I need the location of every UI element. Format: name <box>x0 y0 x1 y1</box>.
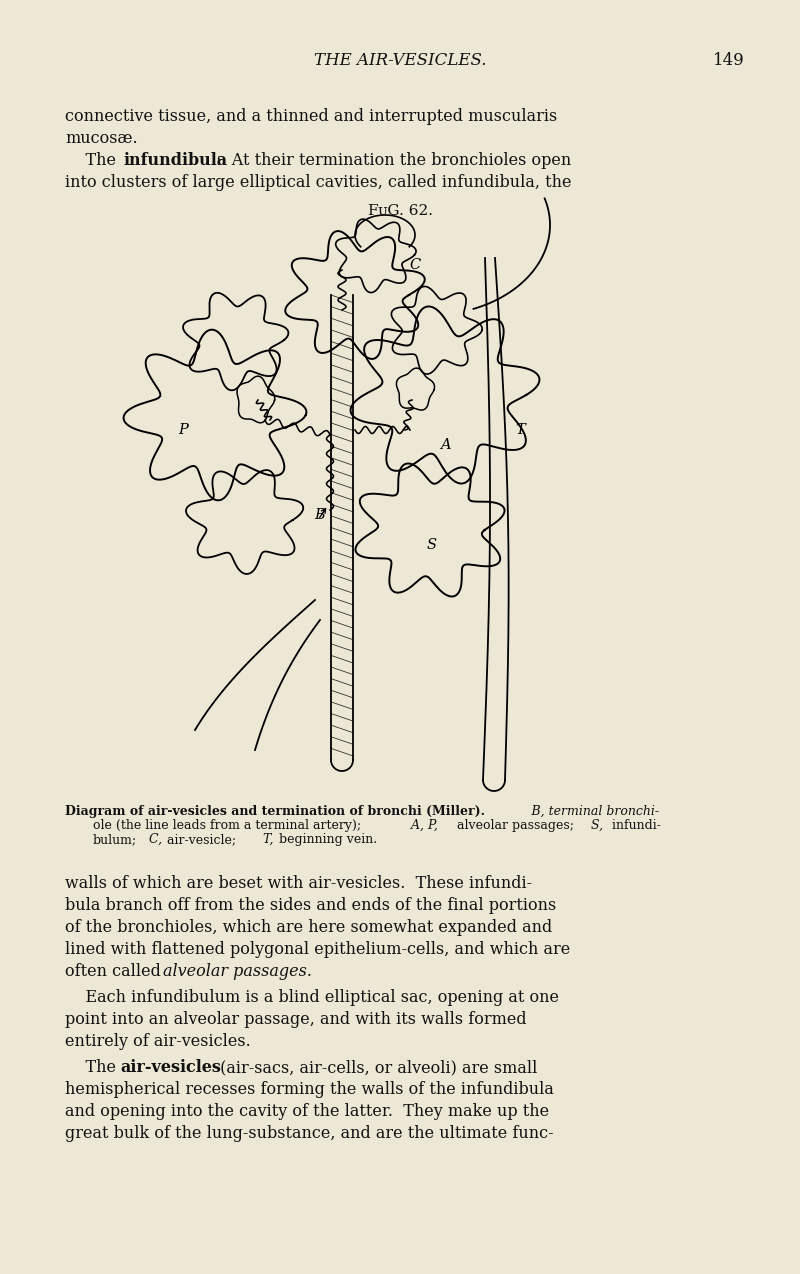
Text: B: B <box>314 508 326 522</box>
Text: often called: often called <box>65 963 166 980</box>
Text: walls of which are beset with air-vesicles.  These infundi-: walls of which are beset with air-vesicl… <box>65 875 532 892</box>
Text: C,: C, <box>141 833 162 846</box>
Text: alveolar passages.: alveolar passages. <box>163 963 312 980</box>
Text: bulum;: bulum; <box>93 833 137 846</box>
Text: lined with flattened polygonal epithelium-cells, and which are: lined with flattened polygonal epitheliu… <box>65 941 570 958</box>
Text: Diagram of air-vesicles and termination of bronchi (Miller).: Diagram of air-vesicles and termination … <box>65 805 485 818</box>
Text: air-vesicles: air-vesicles <box>120 1059 221 1077</box>
Text: :  At their termination the bronchioles open: : At their termination the bronchioles o… <box>211 152 571 169</box>
Text: air-vesicle;: air-vesicle; <box>163 833 236 846</box>
Text: into clusters of large elliptical cavities, called infundibula, the: into clusters of large elliptical caviti… <box>65 175 571 191</box>
Text: A: A <box>440 438 450 452</box>
Text: FᴜG. 62.: FᴜG. 62. <box>367 204 433 218</box>
Text: T,: T, <box>255 833 274 846</box>
Text: infundibula: infundibula <box>123 152 227 169</box>
Text: The: The <box>65 152 121 169</box>
Text: The: The <box>65 1059 121 1077</box>
Text: bula branch off from the sides and ends of the final portions: bula branch off from the sides and ends … <box>65 897 556 913</box>
Text: 149: 149 <box>714 52 745 69</box>
Text: T: T <box>515 423 525 437</box>
Text: of the bronchioles, which are here somewhat expanded and: of the bronchioles, which are here somew… <box>65 919 552 936</box>
Text: A, P,: A, P, <box>403 819 438 832</box>
Text: connective tissue, and a thinned and interrupted muscularis: connective tissue, and a thinned and int… <box>65 108 558 125</box>
Text: (air-sacs, air-cells, or alveoli) are small: (air-sacs, air-cells, or alveoli) are sm… <box>215 1059 538 1077</box>
Text: ole (the line leads from a terminal artery);: ole (the line leads from a terminal arte… <box>93 819 361 832</box>
Text: and opening into the cavity of the latter.  They make up the: and opening into the cavity of the latte… <box>65 1103 549 1120</box>
Text: B, terminal bronchi-: B, terminal bronchi- <box>521 805 659 818</box>
Text: infundi-: infundi- <box>608 819 661 832</box>
Text: C: C <box>410 259 421 273</box>
Text: beginning vein.: beginning vein. <box>275 833 377 846</box>
Text: alveolar passages;: alveolar passages; <box>453 819 574 832</box>
Text: great bulk of the lung-substance, and are the ultimate func-: great bulk of the lung-substance, and ar… <box>65 1125 554 1142</box>
Text: hemispherical recesses forming the walls of the infundibula: hemispherical recesses forming the walls… <box>65 1082 554 1098</box>
Text: P: P <box>178 423 188 437</box>
Text: entirely of air-vesicles.: entirely of air-vesicles. <box>65 1033 250 1050</box>
Text: THE AIR-VESICLES.: THE AIR-VESICLES. <box>314 52 486 69</box>
Text: S: S <box>427 538 437 552</box>
Text: Each infundibulum is a blind elliptical sac, opening at one: Each infundibulum is a blind elliptical … <box>65 989 559 1006</box>
Text: mucosæ.: mucosæ. <box>65 130 138 147</box>
Text: S,: S, <box>583 819 603 832</box>
Text: point into an alveolar passage, and with its walls formed: point into an alveolar passage, and with… <box>65 1012 526 1028</box>
